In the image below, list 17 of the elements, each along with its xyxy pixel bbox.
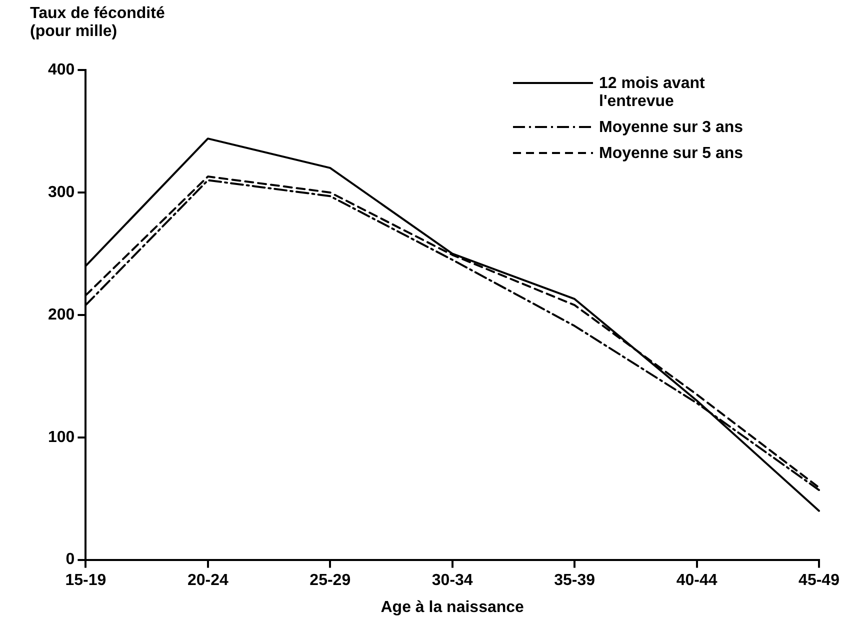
y-tick-label: 100 <box>48 428 75 446</box>
y-tick-label: 400 <box>48 61 75 78</box>
x-tick-label: 30-34 <box>432 572 473 589</box>
x-tick-label: 45-49 <box>798 572 840 589</box>
legend-label: 12 mois avant l'entrevue <box>599 75 706 110</box>
x-tick-label: 40-44 <box>676 572 718 589</box>
y-axis-title: Taux de fécondité (pour mille) <box>30 5 165 40</box>
x-tick-label: 15-19 <box>65 572 106 589</box>
x-axis-title: Age à la naissance <box>380 599 524 616</box>
y-tick-label: 0 <box>66 551 75 568</box>
legend-label: Moyenne sur 5 ans <box>599 145 744 162</box>
x-tick-label: 20-24 <box>187 572 228 589</box>
y-tick-label: 300 <box>48 184 75 201</box>
legend-label: Moyenne sur 3 ans <box>599 119 744 136</box>
x-tick-label: 25-29 <box>310 572 351 589</box>
y-tick-label: 200 <box>48 306 75 324</box>
x-tick-label: 35-39 <box>554 572 596 589</box>
